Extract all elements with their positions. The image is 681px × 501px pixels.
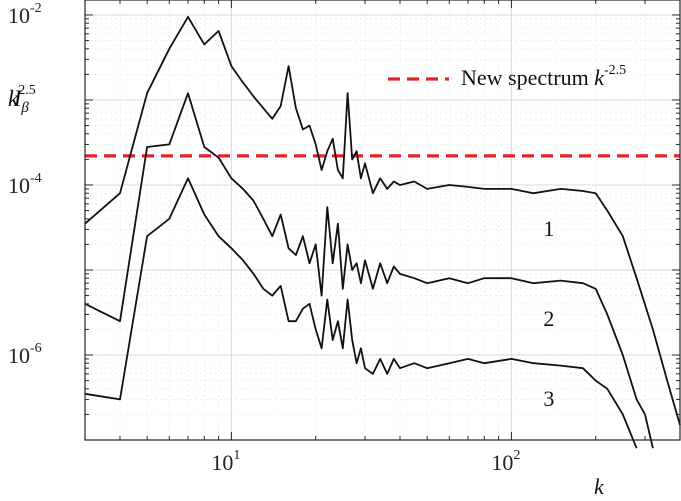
x-tick-label-exponent: 1 (233, 448, 240, 463)
series-group (84, 15, 681, 449)
y-tick-labels: 10-210-410-6 (8, 1, 42, 368)
x-tick-label-base: 10 (491, 450, 513, 475)
grid-minor (84, 0, 681, 440)
y-axis-label-base: k (8, 86, 19, 111)
x-tick-label-exponent: 2 (513, 448, 520, 463)
y-tick-label: 10-6 (8, 341, 42, 368)
y-tick-label-exponent: -6 (30, 341, 42, 356)
y-axis-label-exponent: 2.5 (18, 83, 36, 98)
plot-frame (84, 0, 681, 441)
curve-label-2: 2 (543, 306, 554, 331)
legend-entry-label: New spectrum (461, 65, 594, 90)
y-axis-label-subscript: β (20, 100, 29, 116)
x-tick-labels: 101 102 (211, 448, 520, 475)
plot-background (85, 0, 680, 440)
x-axis-label: k (594, 474, 605, 499)
x-tick-label: 101 (211, 448, 240, 475)
curve-labels: 1 2 3 (543, 216, 554, 411)
y-tick-label-base: 10 (8, 343, 30, 368)
x-tick-label-base: 10 (211, 450, 233, 475)
series-line-3 (84, 177, 638, 449)
curve-label-3: 3 (543, 386, 554, 411)
y-tick-label: 10-2 (8, 1, 42, 28)
y-tick-label-exponent: -2 (30, 1, 42, 16)
y-tick-label-exponent: -4 (30, 171, 42, 186)
legend-entry-text: New spectrum k-2.5 (461, 63, 626, 90)
y-tick-label-base: 10 (8, 173, 30, 198)
y-tick-label: 10-4 (8, 171, 42, 198)
curve-label-1: 1 (543, 216, 554, 241)
series-line-1 (84, 15, 681, 426)
series-line-2 (84, 92, 654, 449)
legend: New spectrum k-2.5 (388, 63, 626, 90)
x-tick-label: 102 (491, 448, 520, 475)
y-axis-label: k2.5Iβ (8, 83, 36, 116)
legend-entry-math-exponent: -2.5 (604, 63, 626, 78)
y-axis-label-symbol: I (13, 86, 23, 111)
legend-entry-math-base: k (594, 65, 605, 90)
y-tick-label-base: 10 (8, 3, 30, 28)
